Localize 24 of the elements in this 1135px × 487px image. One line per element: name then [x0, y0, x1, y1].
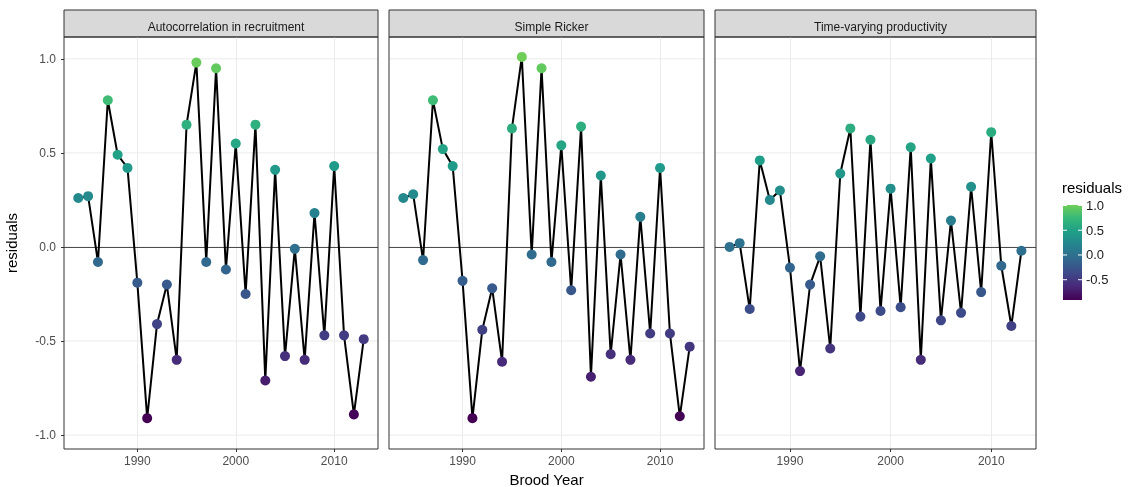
x-tick-label: 1990 — [123, 454, 151, 468]
x-tick-label: 1990 — [449, 454, 477, 468]
y-tick-label: 1.0 — [39, 51, 57, 66]
color-bar-label: 0.0 — [1086, 247, 1105, 263]
y-tick-label: -1.0 — [35, 428, 57, 443]
chart-title: Autocorrelation in recruitment — [147, 20, 306, 34]
x-tick-label: 2010 — [977, 454, 1005, 468]
x-tick-label: 2000 — [877, 454, 905, 468]
color-bar-label: -0.5 — [1086, 272, 1109, 288]
color-bar-title: residuals — [1062, 178, 1123, 196]
y-tick-label: 0.0 — [39, 239, 57, 254]
x-axis-title: Brood Year — [509, 470, 584, 487]
x-tick-label: 1990 — [776, 454, 804, 468]
y-tick-label: -0.5 — [35, 334, 57, 349]
chart-title: Time-varying productivity — [814, 20, 947, 34]
y-tick-label: 0.5 — [39, 145, 57, 160]
color-bar-label: 1.0 — [1086, 197, 1105, 213]
color-bar-label: 0.5 — [1086, 222, 1105, 238]
chart-title: Simple Ricker — [514, 20, 589, 34]
y-axis-title: residuals — [3, 212, 20, 274]
x-tick-label: 2010 — [646, 454, 674, 468]
x-tick-label: 2000 — [547, 454, 575, 468]
x-tick-label: 2000 — [222, 454, 250, 468]
x-tick-label: 2010 — [320, 454, 348, 468]
